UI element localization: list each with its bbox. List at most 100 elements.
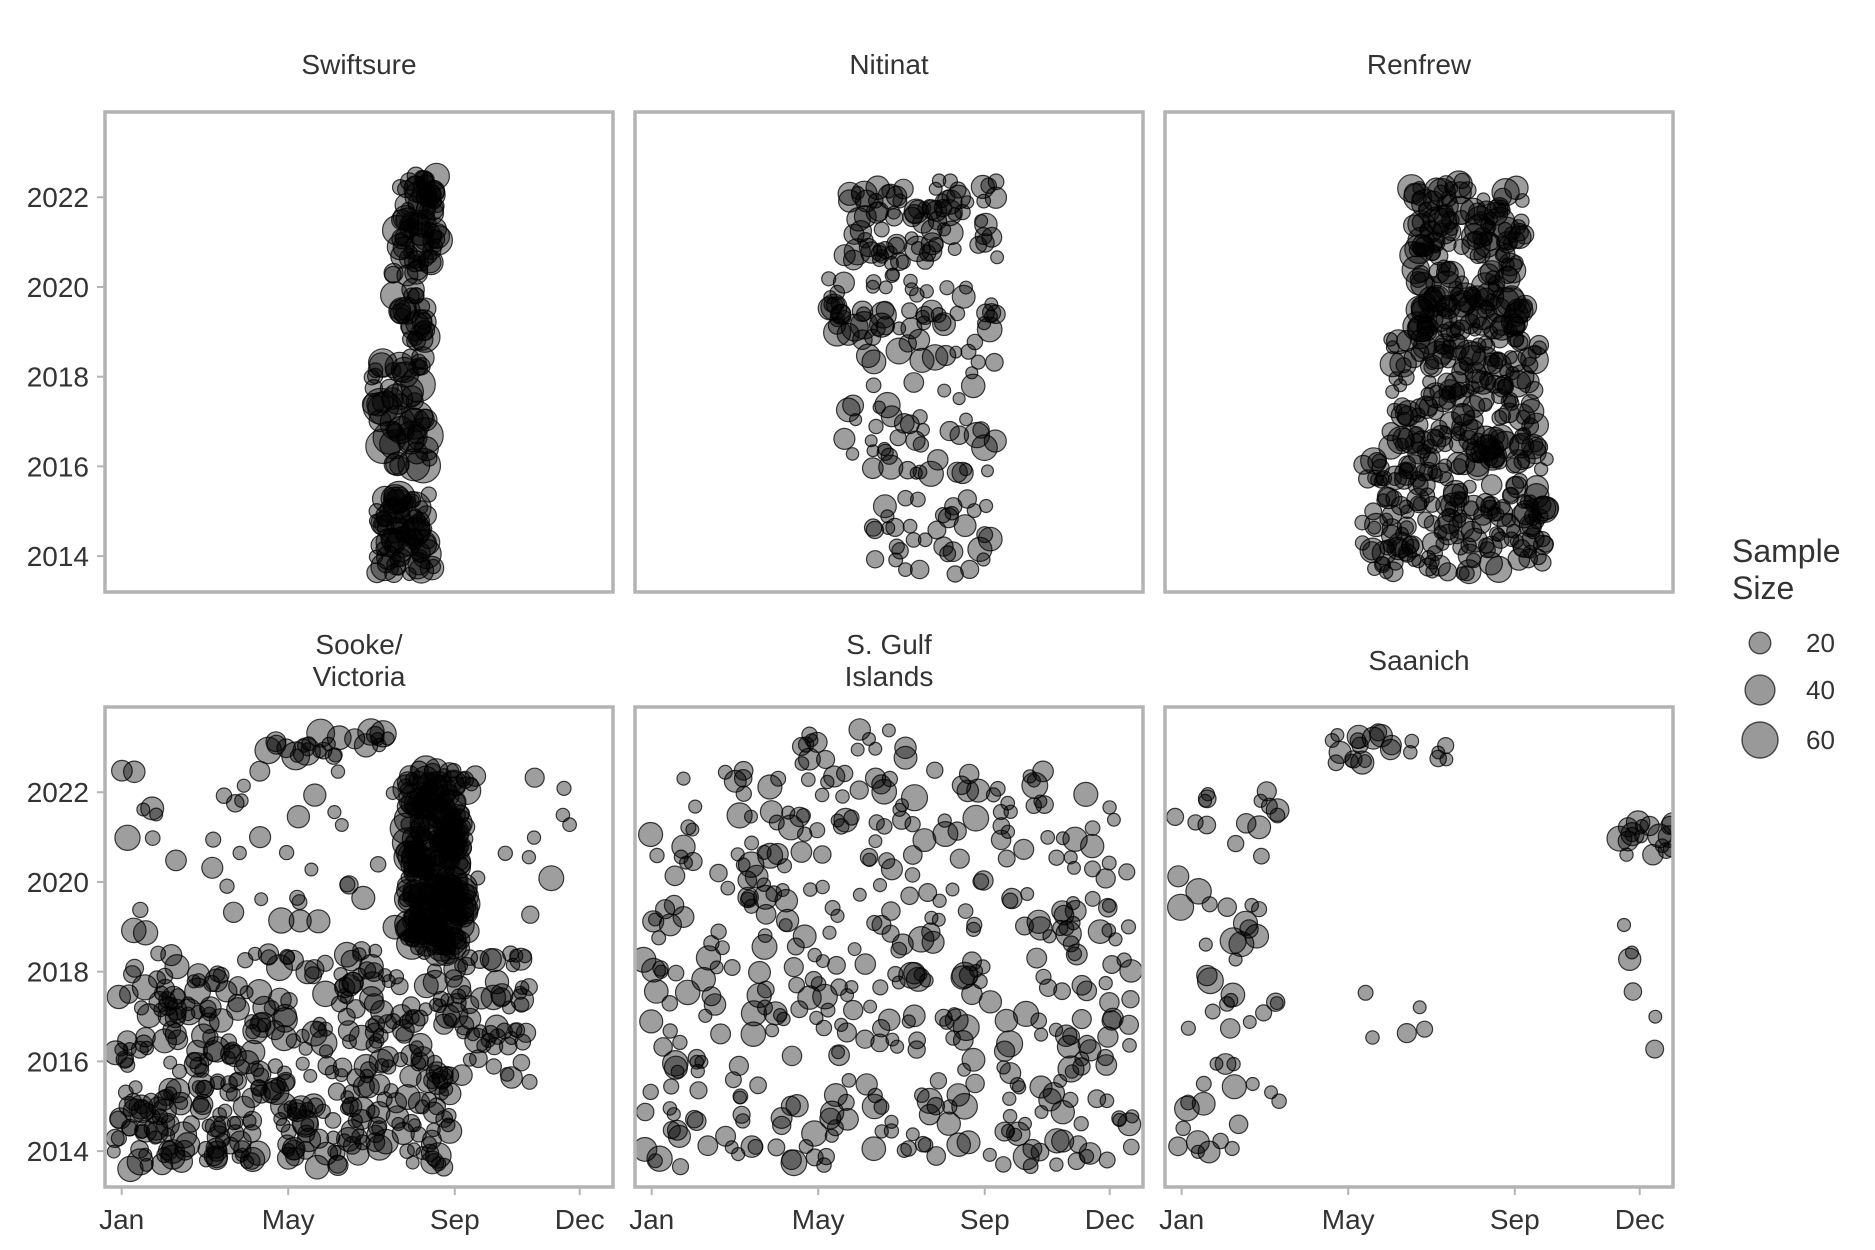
data-point bbox=[430, 830, 449, 849]
data-point bbox=[538, 865, 565, 892]
panel-frame bbox=[1163, 110, 1675, 594]
data-point bbox=[740, 1135, 764, 1158]
data-point bbox=[903, 372, 925, 393]
data-point bbox=[1247, 815, 1272, 840]
data-point bbox=[815, 749, 836, 770]
data-point bbox=[880, 447, 899, 465]
data-point bbox=[790, 841, 813, 863]
data-point bbox=[1079, 1148, 1095, 1164]
data-point bbox=[1657, 825, 1673, 848]
data-point bbox=[946, 1132, 971, 1157]
data-point bbox=[1087, 1089, 1107, 1109]
data-point bbox=[361, 392, 385, 416]
data-point bbox=[936, 1111, 962, 1136]
data-point bbox=[910, 241, 925, 256]
data-point bbox=[407, 330, 424, 347]
data-point bbox=[703, 993, 727, 1016]
data-point bbox=[832, 818, 850, 835]
data-point bbox=[1035, 968, 1052, 985]
data-point bbox=[164, 953, 190, 980]
data-point bbox=[870, 244, 888, 262]
panel-title: S. Gulf bbox=[846, 629, 932, 660]
data-point bbox=[967, 536, 993, 563]
data-point bbox=[868, 741, 883, 756]
data-point bbox=[215, 1132, 231, 1148]
data-point bbox=[383, 453, 406, 475]
data-point bbox=[391, 208, 413, 231]
data-point bbox=[439, 827, 464, 852]
data-point bbox=[909, 559, 930, 580]
data-point bbox=[732, 1090, 747, 1105]
data-point bbox=[836, 322, 860, 346]
data-point bbox=[651, 930, 667, 946]
data-point bbox=[1035, 795, 1054, 814]
data-point bbox=[912, 828, 937, 853]
data-point bbox=[1344, 750, 1363, 769]
data-point bbox=[1440, 190, 1458, 208]
data-point bbox=[689, 1081, 708, 1100]
data-point bbox=[866, 444, 880, 458]
data-point bbox=[1098, 897, 1118, 918]
data-point bbox=[971, 434, 998, 462]
data-point bbox=[1439, 471, 1454, 487]
points-group bbox=[817, 173, 1008, 583]
data-point bbox=[465, 1027, 481, 1042]
data-point bbox=[949, 305, 966, 322]
data-point bbox=[151, 1152, 174, 1176]
data-point bbox=[893, 745, 918, 770]
data-point bbox=[1117, 1112, 1142, 1137]
data-point bbox=[138, 1147, 153, 1162]
data-point bbox=[812, 983, 838, 1010]
data-point bbox=[1050, 1099, 1076, 1125]
data-point bbox=[228, 1071, 248, 1091]
data-point bbox=[365, 1104, 380, 1119]
data-point bbox=[1406, 487, 1430, 512]
data-point bbox=[865, 274, 882, 290]
data-point bbox=[1073, 781, 1099, 808]
data-point bbox=[985, 352, 1004, 372]
data-point bbox=[390, 1003, 413, 1026]
data-point bbox=[1623, 982, 1643, 1001]
data-point bbox=[388, 969, 405, 985]
data-point bbox=[661, 994, 679, 1012]
data-point bbox=[931, 312, 956, 337]
data-point bbox=[415, 1069, 440, 1094]
panel-sooke-victoria: Sooke/Victoria 2014 2016 2018 2020 2022 Jan May… bbox=[27, 629, 615, 1235]
data-point bbox=[346, 999, 366, 1019]
data-point bbox=[1453, 292, 1468, 307]
data-point bbox=[877, 183, 904, 210]
data-point bbox=[485, 1058, 502, 1075]
data-point bbox=[635, 946, 657, 973]
data-point bbox=[134, 1119, 158, 1143]
data-point bbox=[229, 1130, 252, 1153]
data-point bbox=[966, 333, 984, 351]
data-point bbox=[163, 1055, 178, 1070]
data-point bbox=[1067, 1152, 1086, 1171]
data-point bbox=[953, 514, 977, 538]
data-point bbox=[909, 347, 935, 373]
data-point bbox=[710, 1023, 732, 1045]
data-point bbox=[407, 552, 431, 576]
y-tick-label: 2016 bbox=[27, 451, 89, 482]
data-point bbox=[1454, 209, 1470, 225]
data-point bbox=[843, 999, 864, 1021]
data-point bbox=[1235, 812, 1257, 834]
data-point bbox=[399, 1143, 415, 1159]
data-point bbox=[382, 488, 414, 520]
data-point bbox=[451, 911, 467, 927]
data-point bbox=[1448, 289, 1477, 318]
data-point bbox=[947, 242, 962, 257]
data-point bbox=[763, 1001, 788, 1026]
data-point bbox=[735, 785, 753, 802]
data-point bbox=[403, 840, 426, 862]
data-point bbox=[1496, 513, 1521, 539]
data-point bbox=[152, 1028, 178, 1054]
data-point bbox=[403, 407, 424, 427]
data-point bbox=[385, 786, 400, 801]
data-point bbox=[1017, 1116, 1032, 1131]
data-point bbox=[1500, 257, 1527, 284]
panel-title: Victoria bbox=[313, 661, 406, 692]
data-point bbox=[434, 1157, 454, 1177]
data-point bbox=[1619, 847, 1634, 862]
data-point bbox=[686, 1111, 707, 1131]
